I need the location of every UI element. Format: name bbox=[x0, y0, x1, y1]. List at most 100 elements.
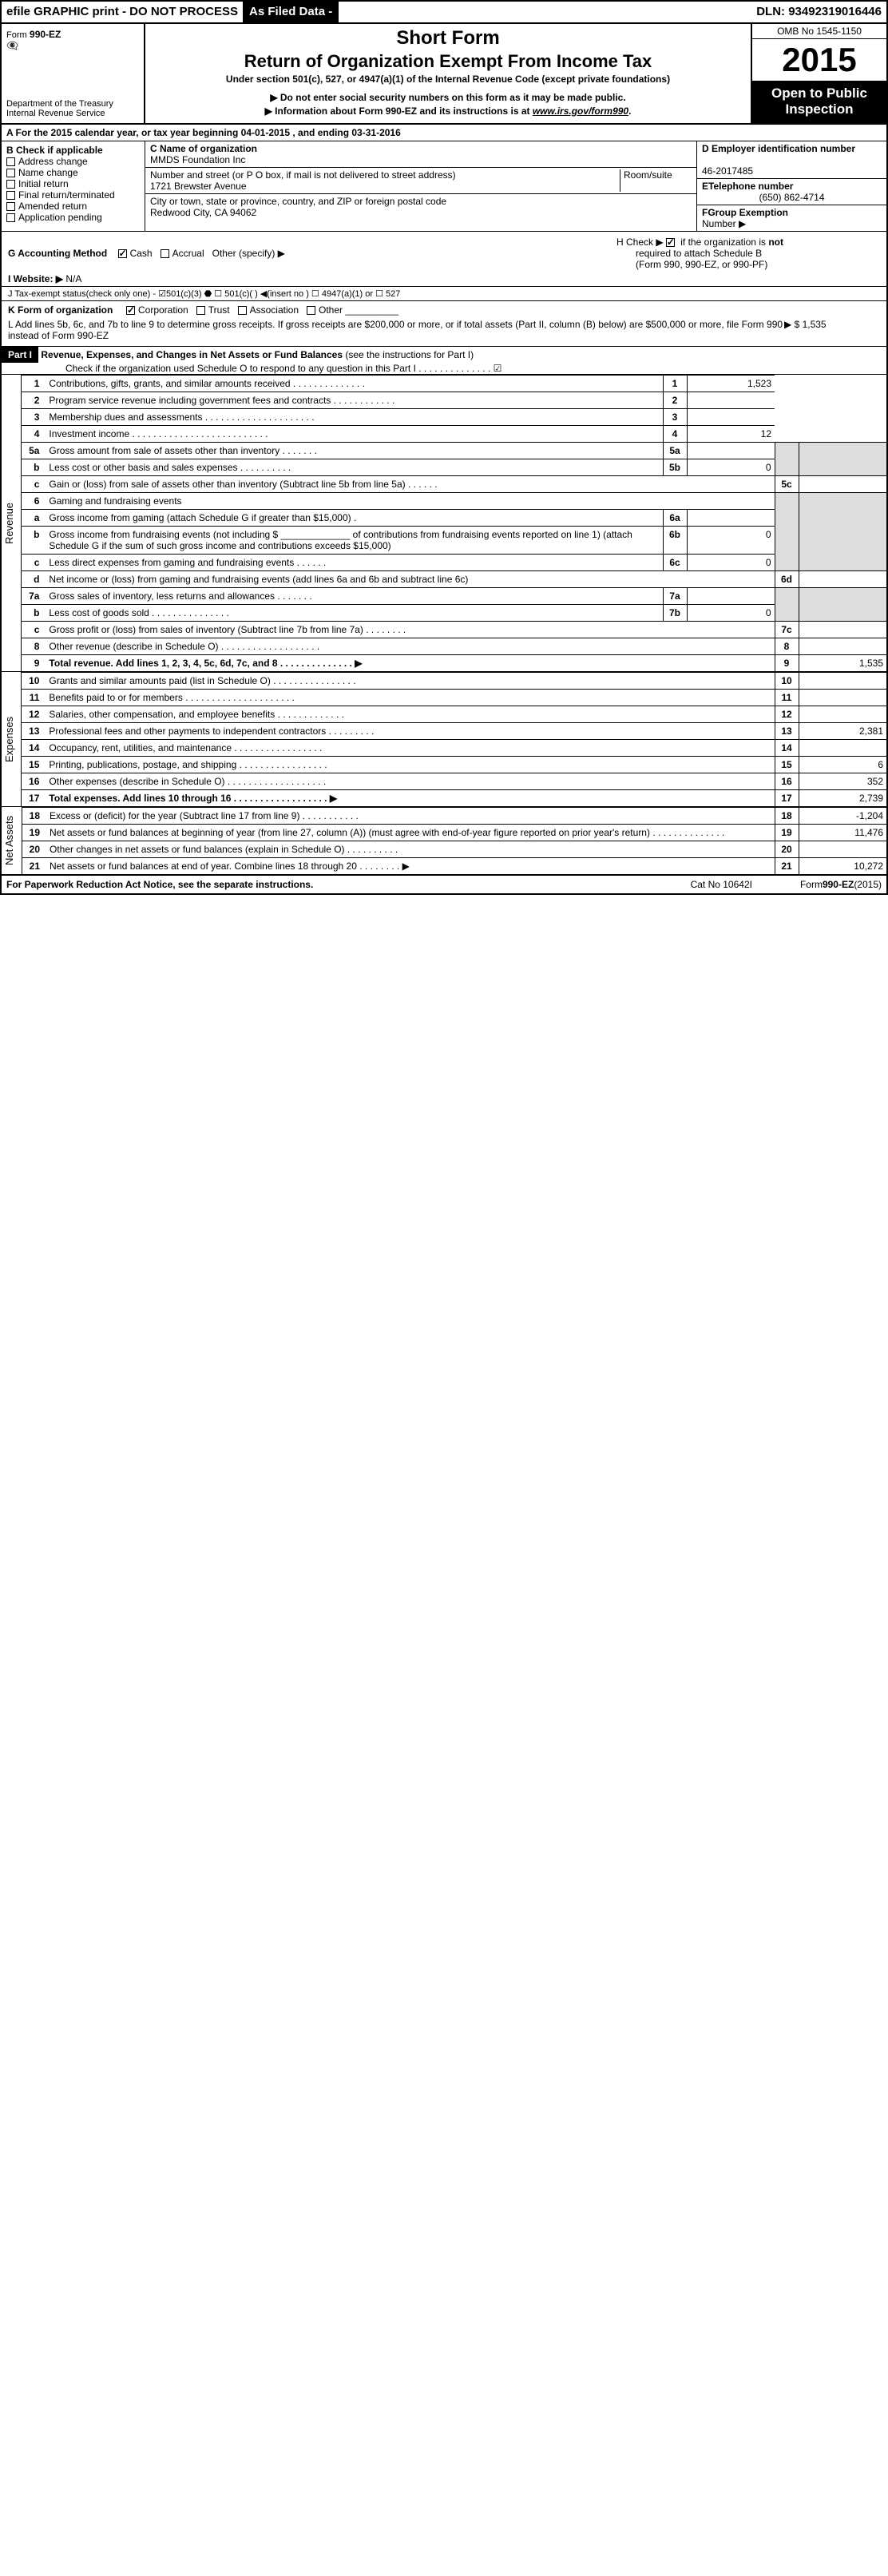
header-left: Form 990-EZ 👁‍🗨 Department of the Treasu… bbox=[2, 24, 145, 123]
form-prefix: Form bbox=[6, 30, 27, 40]
page-footer: For Paperwork Reduction Act Notice, see … bbox=[2, 874, 886, 893]
bullet-info-post: . bbox=[628, 105, 631, 117]
netassets-section: Net Assets 18Excess or (deficit) for the… bbox=[2, 806, 886, 874]
website-value: N/A bbox=[65, 273, 81, 284]
efile-label: efile GRAPHIC print - DO NOT PROCESS bbox=[2, 2, 243, 22]
irs-link[interactable]: www.irs.gov/form990 bbox=[533, 105, 628, 117]
as-filed-label: As Filed Data - bbox=[243, 2, 339, 22]
h-line2: required to attach Schedule B bbox=[616, 248, 762, 259]
top-bar: efile GRAPHIC print - DO NOT PROCESS As … bbox=[2, 2, 886, 24]
part1-header: Part I Revenue, Expenses, and Changes in… bbox=[2, 347, 886, 375]
h-line1: H Check ▶ bbox=[616, 237, 666, 248]
open-line2: Inspection bbox=[755, 101, 883, 117]
col-b: B Check if applicable Address change Nam… bbox=[2, 141, 145, 231]
dln-label: DLN: 93492319016446 bbox=[751, 2, 886, 22]
short-form-title: Short Form bbox=[152, 27, 744, 50]
line-g-h: G Accounting Method Cash Accrual Other (… bbox=[2, 232, 886, 272]
chk-trust[interactable] bbox=[196, 306, 205, 315]
header-right: OMB No 1545-1150 2015 Open to Public Ins… bbox=[751, 24, 886, 123]
bullet-info: ▶ Information about Form 990-EZ and its … bbox=[152, 105, 744, 118]
org-city: Redwood City, CA 94062 bbox=[150, 207, 256, 218]
line-a: A For the 2015 calendar year, or tax yea… bbox=[2, 125, 886, 141]
phone-value: (650) 862-4714 bbox=[702, 192, 882, 203]
chk-cash[interactable] bbox=[118, 249, 127, 258]
c-street-box: Number and street (or P O box, if mail i… bbox=[145, 168, 696, 194]
chk-initial-return[interactable]: Initial return bbox=[6, 178, 140, 189]
part1-note: (see the instructions for Part I) bbox=[345, 349, 474, 360]
e-label: ETelephone number bbox=[702, 181, 793, 192]
e-box: ETelephone number (650) 862-4714 bbox=[697, 179, 886, 205]
footer-notice: For Paperwork Reduction Act Notice, see … bbox=[6, 879, 313, 890]
org-name: MMDS Foundation Inc bbox=[150, 154, 245, 165]
line-i: I Website: ▶ N/A bbox=[2, 272, 886, 287]
line-l: L Add lines 5b, 6c, and 7b to line 9 to … bbox=[2, 317, 886, 347]
c-city-box: City or town, state or province, country… bbox=[145, 194, 696, 231]
h-line3: (Form 990, 990-EZ, or 990-PF) bbox=[616, 259, 767, 270]
side-netassets: Net Assets bbox=[2, 807, 22, 874]
dept-irs: Internal Revenue Service bbox=[6, 109, 139, 118]
d-label: D Employer identification number bbox=[702, 143, 855, 154]
chk-final-return[interactable]: Final return/terminated bbox=[6, 189, 140, 201]
efile-icon: 👁‍🗨 bbox=[6, 40, 139, 51]
g-label: G Accounting Method bbox=[8, 248, 107, 259]
part1-title: Revenue, Expenses, and Changes in Net As… bbox=[41, 349, 343, 360]
chk-h[interactable] bbox=[666, 238, 675, 247]
bullet-info-pre: ▶ Information about Form 990-EZ and its … bbox=[265, 105, 533, 117]
chk-corporation[interactable] bbox=[126, 306, 135, 315]
line-k: K Form of organization Corporation Trust… bbox=[2, 301, 886, 317]
org-street: 1721 Brewster Avenue bbox=[150, 181, 247, 192]
return-title: Return of Organization Exempt From Incom… bbox=[152, 51, 744, 72]
l-value: ▶ $ 1,535 bbox=[784, 319, 880, 341]
c-name-label: C Name of organization bbox=[150, 143, 257, 154]
c-city-label: City or town, state or province, country… bbox=[150, 196, 446, 207]
l-text: L Add lines 5b, 6c, and 7b to line 9 to … bbox=[8, 319, 784, 341]
header-mid: Short Form Return of Organization Exempt… bbox=[145, 24, 751, 123]
k-label: K Form of organization bbox=[8, 304, 113, 316]
part1-check: Check if the organization used Schedule … bbox=[2, 363, 501, 374]
chk-name-change[interactable]: Name change bbox=[6, 167, 140, 178]
h-check: H Check ▶ if the organization is not req… bbox=[616, 237, 880, 270]
chk-accrual[interactable] bbox=[161, 249, 169, 258]
expenses-section: Expenses 10Grants and similar amounts pa… bbox=[2, 671, 886, 806]
g-accounting: G Accounting Method Cash Accrual Other (… bbox=[8, 237, 616, 270]
chk-association[interactable] bbox=[238, 306, 247, 315]
dept-treasury: Department of the Treasury bbox=[6, 99, 139, 109]
d-box: D Employer identification number 46-2017… bbox=[697, 141, 886, 179]
chk-amended-return[interactable]: Amended return bbox=[6, 201, 140, 212]
side-revenue: Revenue bbox=[2, 375, 22, 671]
section-b-c-d: B Check if applicable Address change Nam… bbox=[2, 141, 886, 232]
form-header: Form 990-EZ 👁‍🗨 Department of the Treasu… bbox=[2, 24, 886, 125]
expenses-table: 10Grants and similar amounts paid (list … bbox=[22, 672, 886, 806]
chk-application-pending[interactable]: Application pending bbox=[6, 212, 140, 223]
f-label: FGroup Exemption bbox=[702, 207, 788, 218]
netassets-table: 18Excess or (deficit) for the year (Subt… bbox=[22, 807, 886, 874]
f-box: FGroup Exemption Number ▶ bbox=[697, 205, 886, 231]
open-line1: Open to Public bbox=[755, 85, 883, 101]
header-bullets: ▶ Do not enter social security numbers o… bbox=[152, 91, 744, 118]
department-block: Department of the Treasury Internal Reve… bbox=[6, 99, 139, 118]
under-section: Under section 501(c), 527, or 4947(a)(1)… bbox=[152, 74, 744, 85]
revenue-section: Revenue 1Contributions, gifts, grants, a… bbox=[2, 375, 886, 671]
omb-number: OMB No 1545-1150 bbox=[752, 24, 886, 39]
chk-other[interactable] bbox=[307, 306, 315, 315]
ein-value: 46-2017485 bbox=[702, 165, 753, 177]
bullet-ssn: ▶ Do not enter social security numbers o… bbox=[152, 91, 744, 105]
form-number: 990-EZ bbox=[30, 29, 61, 40]
open-to-public: Open to Public Inspection bbox=[752, 81, 886, 123]
side-expenses: Expenses bbox=[2, 672, 22, 806]
room-suite: Room/suite bbox=[620, 169, 692, 192]
chk-address-change[interactable]: Address change bbox=[6, 156, 140, 167]
col-c: C Name of organization MMDS Foundation I… bbox=[145, 141, 696, 231]
i-label: I Website: ▶ bbox=[8, 273, 63, 284]
tax-year: 2015 bbox=[752, 39, 886, 81]
c-name-box: C Name of organization MMDS Foundation I… bbox=[145, 141, 696, 168]
footer-catno: Cat No 10642I bbox=[691, 879, 752, 890]
form-990ez: efile GRAPHIC print - DO NOT PROCESS As … bbox=[0, 0, 888, 895]
col-d-e-f: D Employer identification number 46-2017… bbox=[696, 141, 886, 231]
c-street-label: Number and street (or P O box, if mail i… bbox=[150, 169, 456, 181]
part1-bar: Part I bbox=[2, 347, 38, 363]
footer-form: Form990-EZ(2015) bbox=[800, 879, 882, 890]
f-number: Number ▶ bbox=[702, 218, 746, 229]
line-j: J Tax-exempt status(check only one) - ☑5… bbox=[2, 287, 886, 301]
revenue-table: 1Contributions, gifts, grants, and simil… bbox=[22, 375, 886, 671]
